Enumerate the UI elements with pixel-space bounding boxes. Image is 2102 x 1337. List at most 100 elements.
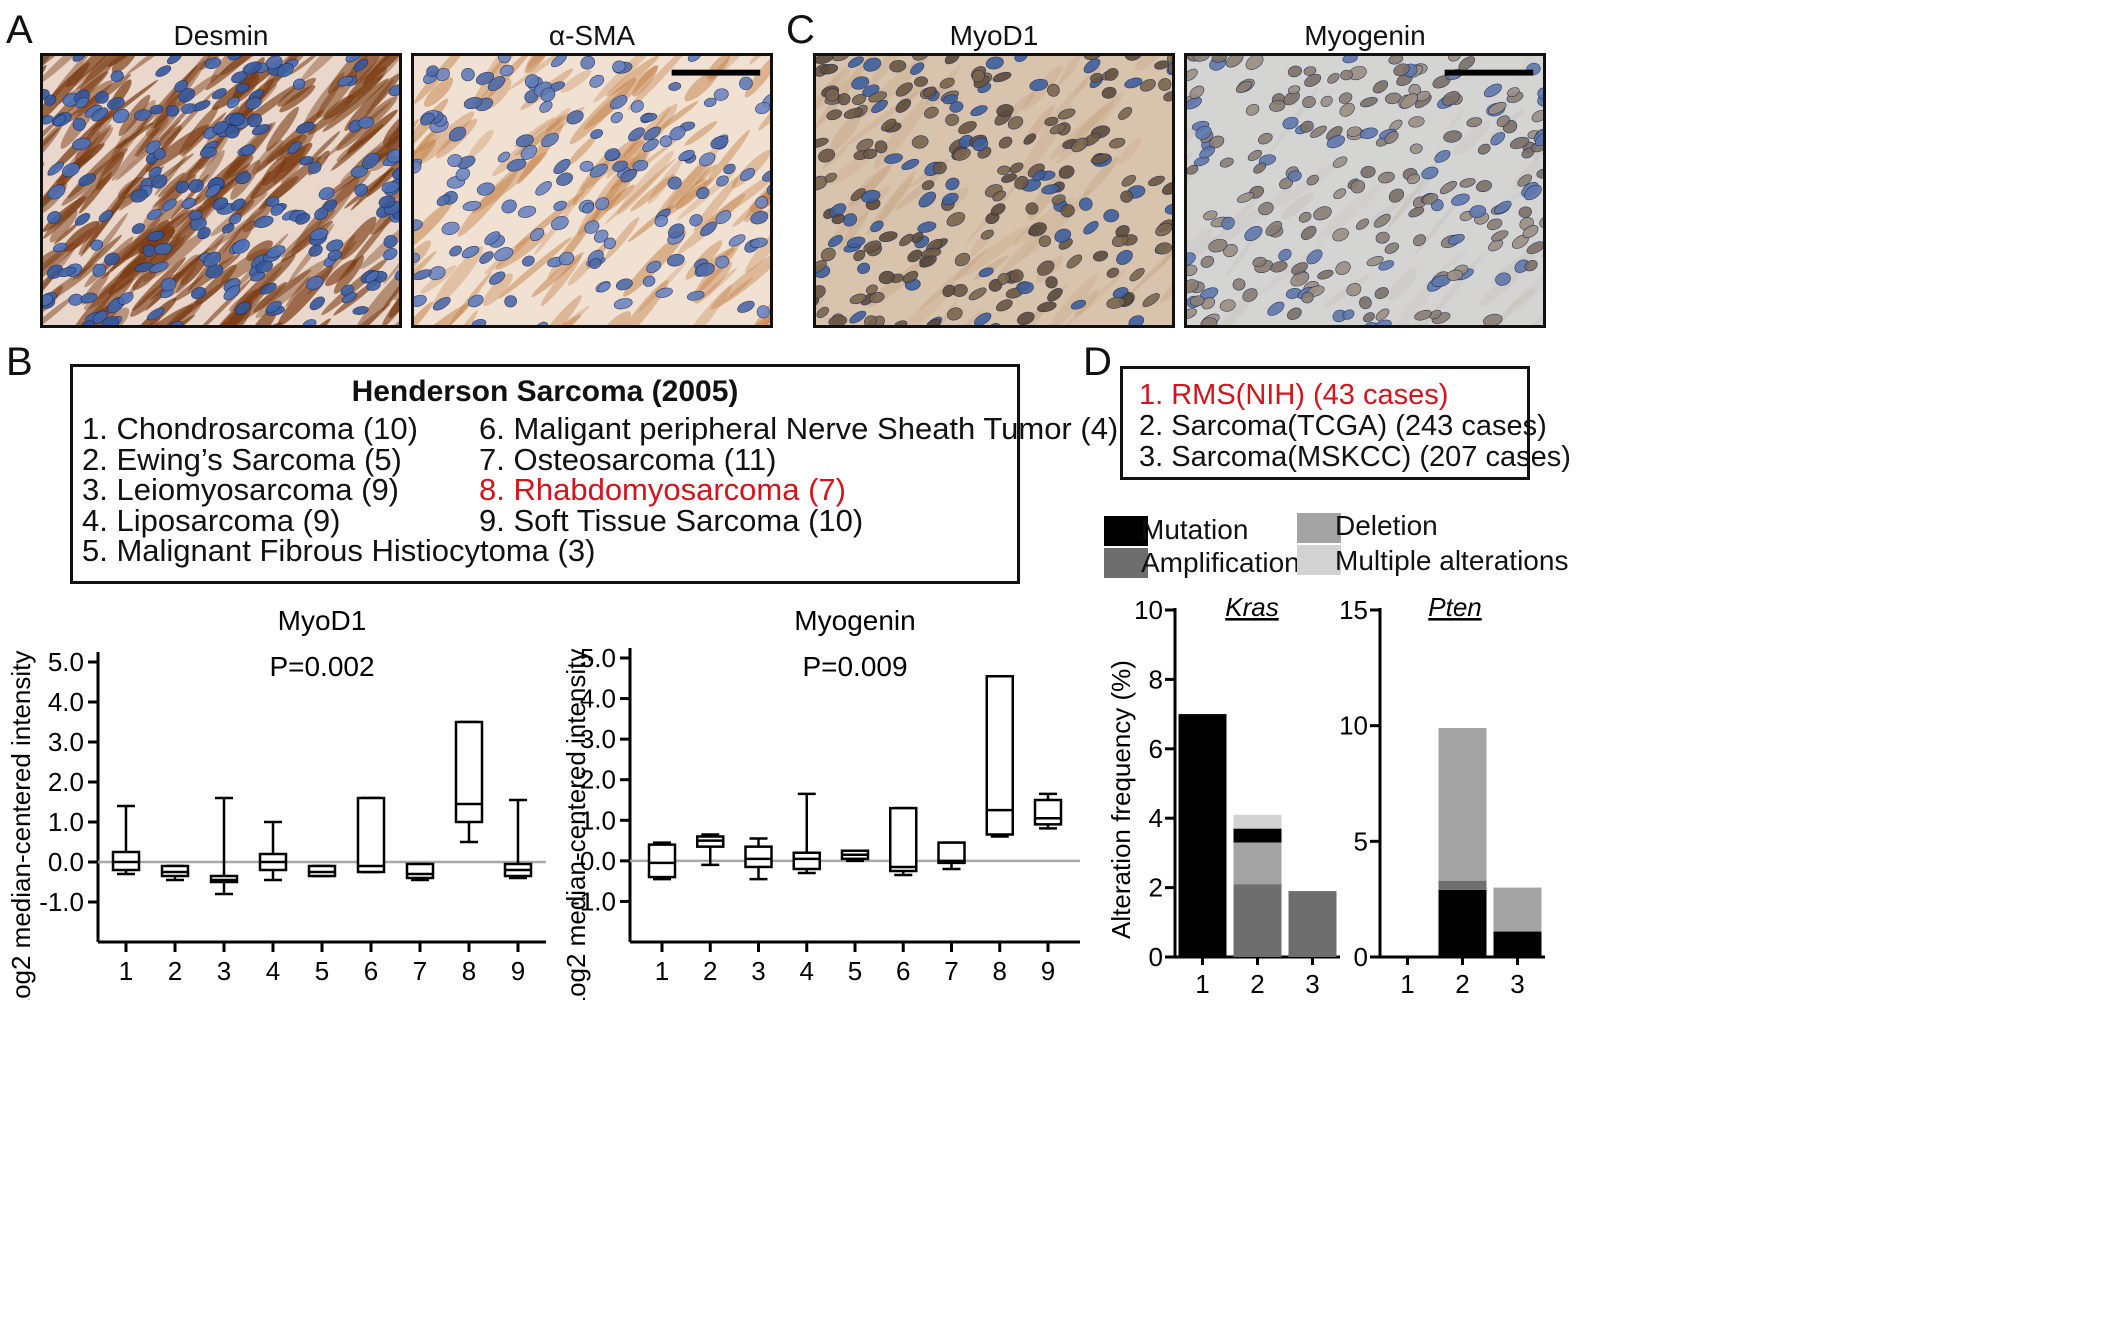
cell-nucleus bbox=[499, 64, 514, 77]
cell-nucleus bbox=[1025, 202, 1039, 215]
stain-fiber bbox=[136, 89, 193, 158]
cell-nucleus bbox=[837, 93, 851, 106]
cell-nucleus bbox=[524, 74, 540, 88]
cell-nucleus bbox=[628, 127, 645, 142]
cell-nucleus bbox=[308, 244, 323, 257]
cell-nucleus bbox=[642, 275, 656, 287]
x-tick-label: 8 bbox=[993, 956, 1007, 986]
box-7 bbox=[937, 841, 966, 871]
cell-nucleus bbox=[1047, 83, 1060, 97]
cell-nucleus bbox=[856, 138, 874, 152]
stain-fiber bbox=[694, 242, 740, 296]
cell-nucleus bbox=[678, 149, 695, 162]
cell-nucleus bbox=[1223, 244, 1238, 258]
stain-fiber bbox=[43, 295, 75, 325]
y-axis-label: Alteration frequency (%) bbox=[1106, 660, 1136, 939]
stain-fiber bbox=[498, 237, 572, 299]
cell-nucleus bbox=[857, 262, 871, 274]
stain-fiber bbox=[560, 69, 592, 93]
stain-fiber bbox=[333, 255, 365, 294]
stain-fiber bbox=[822, 147, 847, 169]
cell-nucleus bbox=[968, 287, 987, 301]
stain-fiber bbox=[424, 77, 454, 107]
cell-nucleus bbox=[1189, 85, 1205, 99]
stain-fiber bbox=[74, 127, 114, 172]
chart-title: Myogenin bbox=[794, 605, 915, 636]
cell-nucleus bbox=[224, 125, 240, 139]
cell-nucleus bbox=[1155, 222, 1172, 237]
iqr-box bbox=[405, 862, 435, 880]
cell-nucleus bbox=[266, 300, 282, 313]
cell-nucleus bbox=[197, 227, 211, 240]
cell-nucleus bbox=[178, 88, 195, 103]
cell-nucleus bbox=[715, 255, 730, 269]
x-tick-label: 5 bbox=[848, 956, 862, 986]
cell-nucleus bbox=[646, 260, 662, 274]
stain-fiber bbox=[1479, 268, 1522, 307]
stain-fiber bbox=[1533, 127, 1543, 161]
cell-nucleus bbox=[1245, 56, 1264, 70]
stain-fiber bbox=[524, 56, 561, 74]
cell-nucleus bbox=[566, 110, 584, 125]
stain-fiber bbox=[1453, 119, 1492, 156]
cell-nucleus bbox=[1112, 287, 1129, 299]
cell-nucleus bbox=[227, 56, 245, 61]
cell-nucleus bbox=[1408, 206, 1425, 218]
cell-nucleus bbox=[972, 137, 989, 152]
cell-nucleus bbox=[654, 215, 668, 227]
stain-fiber bbox=[694, 164, 718, 185]
stain-fiber bbox=[353, 266, 399, 325]
cell-nucleus bbox=[1155, 242, 1172, 255]
cell-nucleus bbox=[1298, 211, 1312, 223]
legend-swatch-mutation bbox=[1104, 516, 1148, 546]
y-tick-label: 4.0 bbox=[48, 687, 84, 717]
cell-nucleus bbox=[414, 160, 422, 174]
cell-nucleus bbox=[696, 186, 710, 200]
stain-fiber bbox=[495, 232, 547, 270]
cell-nucleus bbox=[863, 240, 882, 253]
box-5 bbox=[307, 864, 337, 878]
cell-nucleus bbox=[161, 198, 177, 212]
stain-fiber bbox=[134, 127, 160, 157]
cell-nucleus bbox=[352, 306, 369, 315]
cell-nucleus bbox=[739, 168, 756, 181]
cell-nucleus bbox=[556, 172, 573, 186]
cell-nucleus bbox=[1187, 308, 1197, 320]
stain-fiber bbox=[1509, 289, 1536, 309]
stain-fiber bbox=[657, 100, 699, 131]
bar-segment-amplification bbox=[1288, 891, 1337, 957]
cell-nucleus bbox=[1531, 110, 1543, 123]
stain-fiber bbox=[1118, 137, 1142, 165]
x-tick-label: 3 bbox=[1510, 969, 1524, 999]
cell-nucleus bbox=[43, 115, 54, 125]
stain-fiber bbox=[1443, 106, 1466, 138]
stain-fiber bbox=[43, 122, 64, 175]
cell-nucleus bbox=[532, 321, 549, 325]
cell-nucleus bbox=[1203, 210, 1218, 221]
stain-fiber bbox=[1160, 276, 1172, 303]
iqr-box bbox=[647, 843, 677, 879]
cell-nucleus bbox=[1477, 143, 1491, 155]
cell-nucleus bbox=[255, 260, 273, 274]
cell-nucleus bbox=[1247, 149, 1263, 161]
cell-nucleus bbox=[420, 112, 435, 126]
cell-nucleus bbox=[235, 83, 250, 93]
stain-fiber bbox=[1074, 288, 1100, 317]
cell-nucleus bbox=[1017, 311, 1035, 325]
cell-nucleus bbox=[295, 212, 311, 225]
stain-fiber bbox=[899, 83, 924, 104]
cell-nucleus bbox=[1221, 216, 1235, 230]
cell-nucleus bbox=[686, 290, 705, 301]
stain-fiber bbox=[107, 56, 139, 68]
stain-fiber bbox=[246, 240, 273, 261]
cell-nucleus bbox=[1244, 225, 1263, 242]
cell-nucleus bbox=[204, 57, 222, 69]
cell-nucleus bbox=[296, 121, 315, 134]
bar-segment-multiple-alterations bbox=[1233, 814, 1282, 829]
x-tick-label: 4 bbox=[266, 956, 280, 986]
stain-fiber bbox=[47, 56, 90, 104]
cell-nucleus bbox=[739, 76, 753, 91]
y-tick-label: 1.0 bbox=[48, 807, 84, 837]
stain-fiber bbox=[1507, 313, 1543, 325]
cell-nucleus bbox=[1448, 56, 1461, 62]
